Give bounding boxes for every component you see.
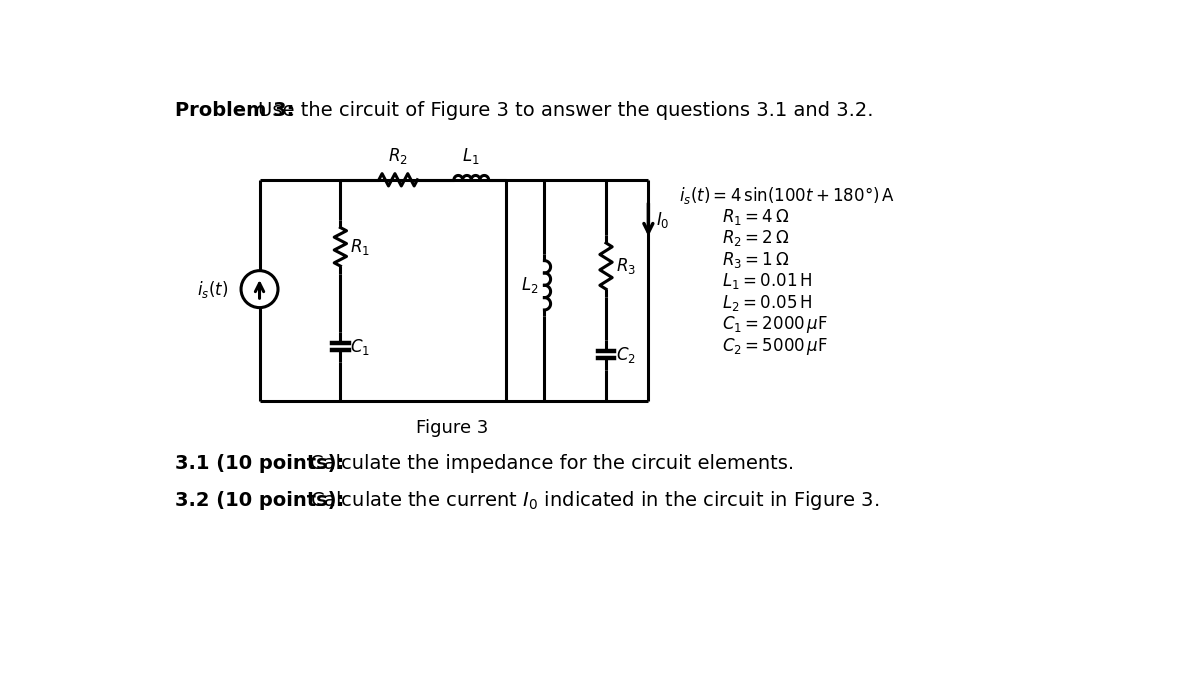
- Text: 3.2 (10 points):: 3.2 (10 points):: [175, 492, 344, 510]
- Text: $i_s(t) = 4\,\sin(100t + 180°)\,\mathrm{A}$: $i_s(t) = 4\,\sin(100t + 180°)\,\mathrm{…: [679, 185, 895, 206]
- Text: $C_2 = 5000\,\mu\mathrm{F}$: $C_2 = 5000\,\mu\mathrm{F}$: [721, 336, 827, 357]
- Text: $R_1 = 4\,\Omega$: $R_1 = 4\,\Omega$: [721, 206, 789, 227]
- Text: Problem 3:: Problem 3:: [175, 101, 294, 120]
- Text: $L_1 = 0.01\,\mathrm{H}$: $L_1 = 0.01\,\mathrm{H}$: [721, 271, 812, 291]
- Text: Calculate the current $I_0$ indicated in the circuit in Figure 3.: Calculate the current $I_0$ indicated in…: [309, 489, 878, 512]
- Text: $R_3 = 1\,\Omega$: $R_3 = 1\,\Omega$: [721, 250, 789, 270]
- Text: $L_2$: $L_2$: [521, 276, 539, 295]
- Text: $I_0$: $I_0$: [656, 210, 670, 230]
- Text: Figure 3: Figure 3: [415, 419, 488, 437]
- Text: $L_2 = 0.05\,\mathrm{H}$: $L_2 = 0.05\,\mathrm{H}$: [721, 293, 812, 313]
- Text: $R_2$: $R_2$: [388, 146, 408, 166]
- Text: $R_2 = 2\,\Omega$: $R_2 = 2\,\Omega$: [721, 228, 789, 248]
- Text: $C_2$: $C_2$: [616, 345, 635, 365]
- Text: $R_1$: $R_1$: [350, 237, 370, 257]
- Text: $C_1$: $C_1$: [350, 337, 370, 357]
- Text: Use the circuit of Figure 3 to answer the questions 3.1 and 3.2.: Use the circuit of Figure 3 to answer th…: [258, 101, 873, 120]
- Text: 3.1 (10 points):: 3.1 (10 points):: [175, 454, 344, 473]
- Text: Calculate the impedance for the circuit elements.: Calculate the impedance for the circuit …: [309, 454, 794, 473]
- Text: $i_s(t)$: $i_s(t)$: [198, 279, 228, 300]
- Text: $L_1$: $L_1$: [463, 146, 480, 166]
- Text: $R_3$: $R_3$: [616, 256, 637, 276]
- Text: $C_1 = 2000\,\mu\mathrm{F}$: $C_1 = 2000\,\mu\mathrm{F}$: [721, 314, 827, 335]
